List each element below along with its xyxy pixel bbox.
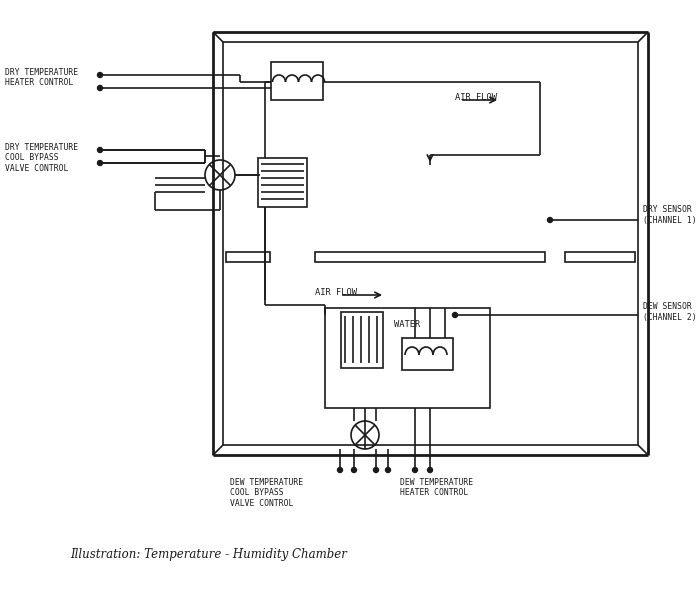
Circle shape — [97, 85, 102, 91]
Circle shape — [97, 148, 102, 152]
Bar — [258, 158, 307, 207]
Bar — [325, 308, 490, 408]
Bar — [341, 312, 383, 368]
Circle shape — [413, 467, 418, 473]
Bar — [402, 338, 453, 370]
Text: AIR FLOW: AIR FLOW — [455, 93, 497, 102]
Text: DEW TEMPERATURE
COOL BYPASS
VALVE CONTROL: DEW TEMPERATURE COOL BYPASS VALVE CONTRO… — [230, 478, 303, 508]
Text: DRY TEMPERATURE
COOL BYPASS
VALVE CONTROL: DRY TEMPERATURE COOL BYPASS VALVE CONTRO… — [5, 143, 78, 173]
Circle shape — [97, 161, 102, 165]
Bar — [565, 252, 635, 262]
Text: Illustration: Temperature - Humidity Chamber: Illustration: Temperature - Humidity Cha… — [70, 548, 347, 561]
Circle shape — [351, 467, 356, 473]
Circle shape — [374, 467, 379, 473]
Text: DEW SENSOR
(CHANNEL 2): DEW SENSOR (CHANNEL 2) — [643, 302, 696, 321]
Circle shape — [338, 467, 342, 473]
Text: AIR FLOW: AIR FLOW — [315, 288, 357, 297]
Bar — [315, 252, 545, 262]
Circle shape — [427, 467, 432, 473]
Bar — [271, 62, 323, 100]
Text: DRY SENSOR
(CHANNEL 1): DRY SENSOR (CHANNEL 1) — [643, 205, 696, 225]
Circle shape — [452, 313, 457, 317]
Bar — [226, 252, 270, 262]
Text: DEW TEMPERATURE
HEATER CONTROL: DEW TEMPERATURE HEATER CONTROL — [400, 478, 473, 498]
Text: DRY TEMPERATURE
HEATER CONTROL: DRY TEMPERATURE HEATER CONTROL — [5, 68, 78, 87]
Circle shape — [548, 218, 553, 222]
Circle shape — [386, 467, 390, 473]
Circle shape — [97, 72, 102, 78]
Text: WATER: WATER — [394, 320, 420, 329]
